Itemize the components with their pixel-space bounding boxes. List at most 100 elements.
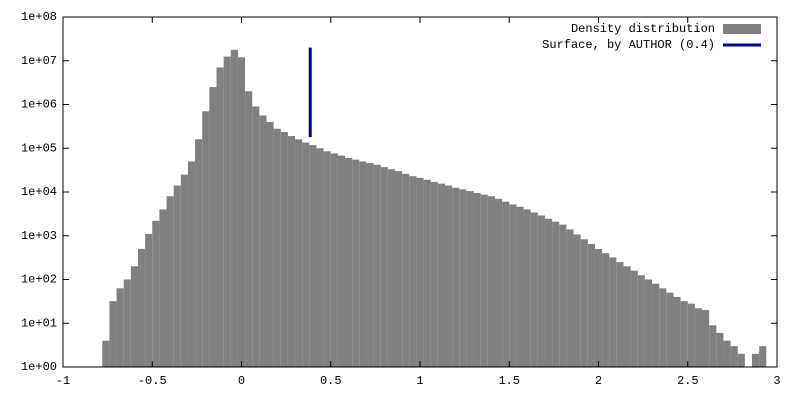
x-tick-label: 0 — [238, 374, 245, 388]
legend-swatch — [723, 24, 761, 34]
bar — [452, 187, 460, 367]
bar — [152, 220, 160, 367]
bar — [709, 325, 717, 367]
bar — [216, 67, 224, 367]
bar — [494, 198, 503, 367]
bar — [109, 301, 117, 367]
bar — [552, 221, 560, 367]
bar — [652, 283, 660, 367]
bar — [594, 248, 603, 367]
y-tick-label: 1e+05 — [21, 141, 57, 155]
bar — [759, 346, 767, 367]
bar — [530, 212, 538, 367]
bar — [352, 159, 360, 367]
x-tick-label: 1 — [416, 374, 423, 388]
legend-label: Density distribution — [571, 22, 715, 36]
bar — [345, 157, 353, 367]
bar — [202, 111, 210, 367]
bar — [323, 151, 331, 367]
bar — [580, 239, 588, 367]
bar — [373, 164, 381, 367]
bar — [502, 201, 510, 367]
bar — [444, 185, 453, 367]
bar — [616, 262, 624, 367]
bar — [123, 279, 131, 367]
bar — [737, 353, 745, 367]
bar — [166, 196, 174, 367]
bar — [187, 161, 196, 367]
bar — [316, 148, 324, 367]
bar — [395, 171, 403, 367]
bar — [730, 346, 738, 367]
bar — [223, 56, 231, 367]
bar — [159, 209, 167, 367]
bar — [102, 340, 110, 367]
bar — [602, 253, 610, 367]
y-tick-label: 1e+07 — [21, 54, 57, 68]
x-tick-label: -1 — [56, 374, 70, 388]
y-tick-label: 1e+00 — [21, 360, 57, 374]
bar — [466, 191, 474, 367]
bar — [195, 139, 203, 367]
bar — [566, 229, 574, 367]
bar — [516, 206, 524, 367]
bar — [673, 296, 681, 367]
bar — [423, 179, 431, 367]
y-tick-label: 1e+02 — [21, 273, 57, 287]
bar — [637, 275, 645, 367]
bar — [409, 176, 417, 367]
bar — [609, 257, 617, 367]
bar — [487, 196, 495, 367]
bar — [366, 163, 374, 367]
bar — [687, 303, 695, 367]
bar — [130, 266, 138, 367]
bar — [259, 115, 267, 367]
bar — [480, 194, 488, 367]
bar — [680, 301, 688, 367]
bar — [266, 121, 274, 367]
bar — [287, 136, 296, 367]
bar — [309, 145, 317, 367]
bar — [237, 57, 246, 367]
bar — [230, 49, 238, 367]
bar — [752, 353, 760, 367]
bar — [694, 308, 703, 367]
bar — [280, 132, 288, 367]
bar — [587, 243, 595, 367]
y-tick-label: 1e+08 — [21, 10, 57, 24]
y-tick-label: 1e+04 — [21, 185, 57, 199]
bar — [330, 153, 338, 367]
bar — [666, 292, 674, 367]
x-tick-label: 2.5 — [677, 374, 699, 388]
legend-label: Surface, by AUTHOR (0.4) — [542, 38, 715, 52]
bar — [337, 155, 346, 367]
bar — [145, 233, 153, 367]
bar — [523, 209, 531, 367]
bar — [295, 139, 303, 367]
bar — [380, 167, 388, 367]
bar — [430, 181, 438, 367]
bar — [173, 185, 181, 367]
bar — [245, 91, 253, 367]
bar — [302, 142, 310, 367]
bar — [116, 288, 124, 367]
bar — [544, 218, 553, 367]
bar — [473, 192, 481, 367]
bar — [702, 310, 710, 367]
x-tick-label: 3 — [773, 374, 780, 388]
bar — [359, 161, 367, 367]
bar — [537, 215, 545, 367]
y-tick-label: 1e+03 — [21, 229, 57, 243]
bar — [623, 266, 631, 367]
bar — [509, 204, 517, 367]
bar — [137, 248, 146, 367]
bar — [659, 288, 667, 367]
bar — [630, 270, 638, 367]
bar — [644, 279, 653, 367]
bar — [180, 174, 188, 367]
x-tick-label: 0.5 — [320, 374, 342, 388]
bar — [573, 234, 581, 367]
x-tick-label: -0.5 — [138, 374, 167, 388]
bar — [416, 177, 424, 367]
